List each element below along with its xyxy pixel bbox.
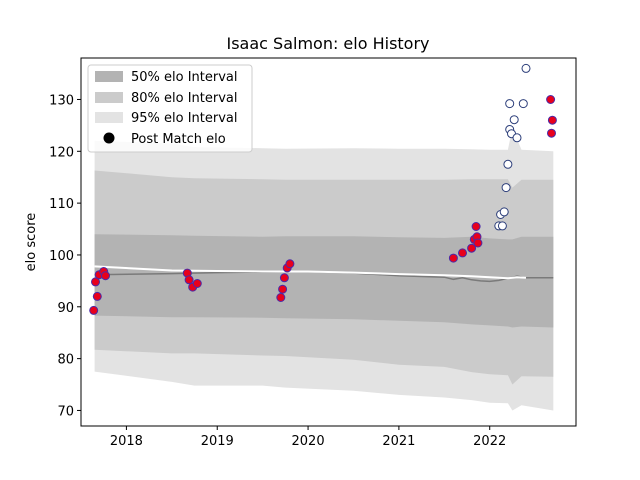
open-point-9 — [512, 133, 522, 143]
band-50-interval — [94, 234, 554, 328]
post-match-point-12 — [279, 273, 289, 283]
post-match-point-0 — [89, 305, 99, 315]
post-match-point-11 — [278, 284, 288, 294]
data-points — [89, 63, 557, 315]
legend-label-80: 80% elo Interval — [131, 91, 238, 106]
post-match-point-1 — [91, 277, 100, 287]
y-tick-label-70: 70 — [57, 404, 74, 419]
plot-area — [80, 57, 577, 427]
y-tick-label-100: 100 — [49, 249, 74, 264]
trend-lines — [94, 265, 554, 283]
plot-frame — [80, 57, 577, 427]
open-point-11 — [518, 99, 528, 109]
open-point-3 — [499, 207, 509, 217]
legend-label-50: 50% elo Interval — [131, 70, 238, 85]
post-match-point-7 — [184, 275, 194, 285]
open-point-8 — [509, 115, 519, 125]
legend: 50% elo Interval 80% elo Interval 95% el… — [87, 64, 253, 153]
post-match-point-21 — [473, 238, 483, 248]
y-axis-label: elo score — [24, 213, 39, 272]
x-tick-label-2021: 2021 — [382, 434, 415, 449]
x-axis: 2018 2019 2020 2021 2022 — [110, 426, 506, 449]
post-match-point-23 — [547, 115, 557, 125]
y-tick-label-110: 110 — [49, 197, 74, 212]
legend-box — [87, 64, 253, 153]
legend-label-95: 95% elo Interval — [131, 111, 238, 126]
y-tick-label-130: 130 — [49, 93, 74, 108]
y-axis: 70 80 90 100 110 120 130 — [49, 93, 81, 419]
chart-title: Isaac Salmon: elo History — [226, 34, 429, 53]
post-match-point-22 — [546, 95, 556, 104]
legend-label-post-match: Post Match elo — [131, 132, 226, 147]
y-tick-label-120: 120 — [49, 145, 74, 160]
open-point-5 — [503, 159, 513, 169]
x-tick-label-2019: 2019 — [201, 434, 234, 449]
post-match-point-17 — [467, 243, 477, 253]
x-tick-label-2020: 2020 — [292, 434, 325, 449]
open-point-2 — [497, 221, 507, 231]
y-tick-label-80: 80 — [57, 353, 74, 368]
post-match-point-10 — [276, 293, 286, 302]
post-match-point-5 — [101, 271, 110, 281]
post-match-point-9 — [192, 279, 202, 288]
legend-swatch-95 — [95, 112, 123, 123]
open-point-4 — [501, 183, 511, 193]
legend-swatch-80 — [95, 92, 123, 103]
estimate-elo-line — [94, 265, 527, 280]
post-match-point-19 — [471, 222, 481, 231]
interval-bands — [94, 128, 554, 411]
y-tick-label-90: 90 — [57, 301, 74, 316]
post-match-point-14 — [285, 259, 295, 269]
legend-marker-post-match — [103, 132, 115, 144]
post-match-point-24 — [547, 128, 556, 138]
post-match-point-15 — [448, 253, 458, 263]
x-tick-label-2022: 2022 — [473, 434, 506, 449]
legend-swatch-50 — [95, 71, 123, 82]
open-point-12 — [521, 63, 531, 73]
open-point-10 — [505, 99, 515, 109]
post-match-point-16 — [458, 248, 467, 258]
x-tick-label-2018: 2018 — [110, 434, 143, 449]
post-match-point-2 — [92, 291, 102, 301]
